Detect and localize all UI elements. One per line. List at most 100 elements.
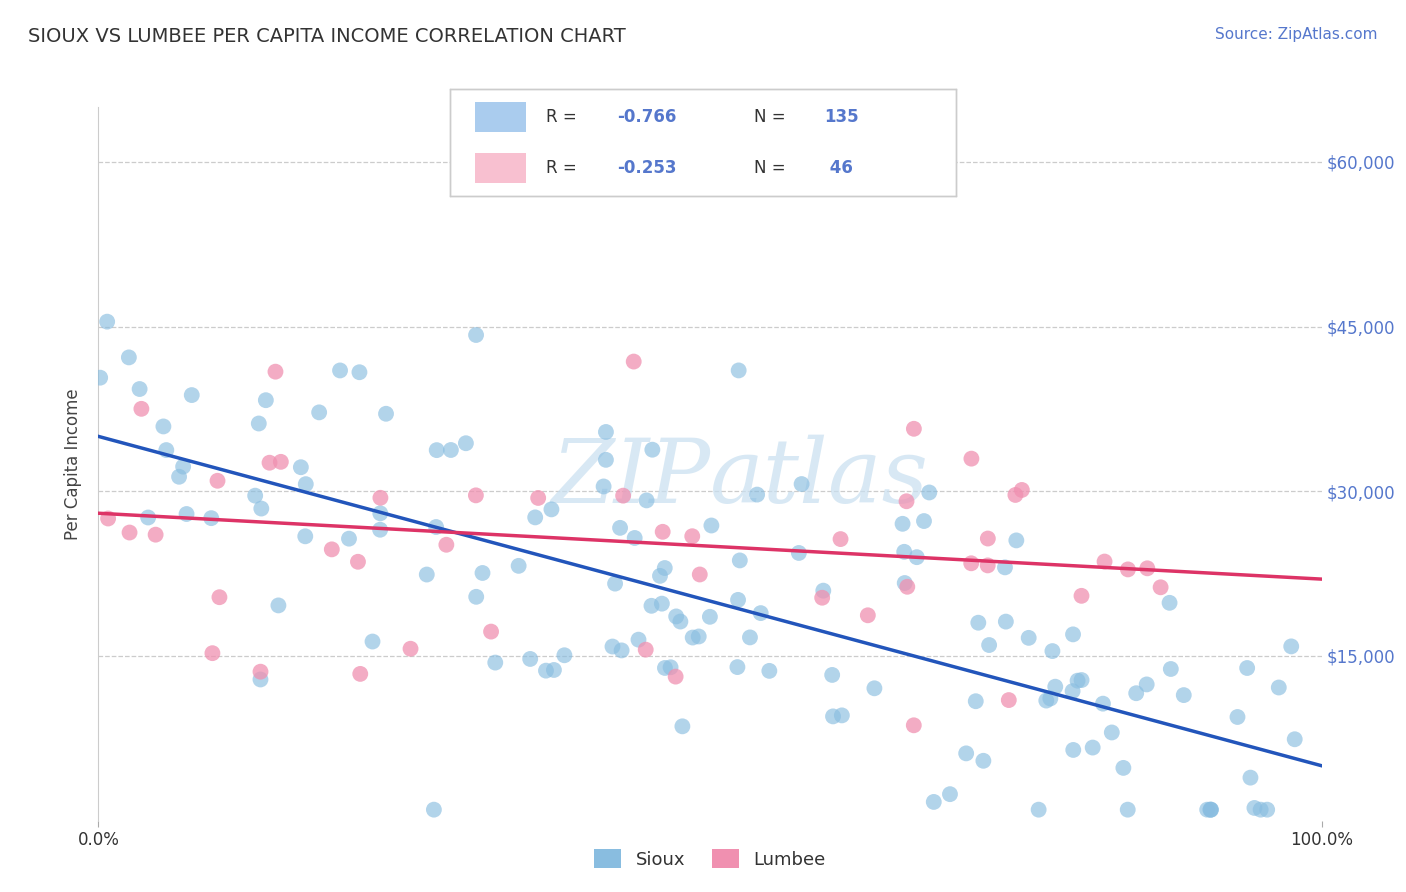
Point — [464, 488, 486, 502]
Point — [426, 443, 449, 458]
Point — [727, 593, 749, 607]
Point — [89, 370, 111, 384]
Text: R =: R = — [546, 160, 582, 178]
Point — [454, 436, 477, 450]
Point — [896, 580, 918, 594]
Text: Source: ZipAtlas.com: Source: ZipAtlas.com — [1215, 27, 1378, 42]
Point — [349, 365, 371, 379]
Point — [208, 591, 231, 605]
Point — [519, 652, 541, 666]
Point — [821, 668, 844, 682]
Point — [370, 491, 392, 505]
Point — [290, 460, 312, 475]
Point — [337, 532, 360, 546]
Point — [484, 656, 506, 670]
Point — [745, 487, 768, 501]
Point — [665, 609, 688, 624]
Point — [602, 640, 624, 654]
Point — [636, 493, 658, 508]
Point — [640, 599, 662, 613]
Point — [821, 709, 844, 723]
Point — [960, 556, 983, 570]
Point — [903, 422, 925, 436]
Point — [955, 747, 977, 761]
Point — [994, 615, 1017, 629]
Point — [1236, 661, 1258, 675]
Point — [727, 363, 749, 377]
Point — [270, 455, 292, 469]
Point — [893, 545, 915, 559]
Point — [131, 401, 153, 416]
Point — [700, 518, 723, 533]
Point — [534, 664, 557, 678]
Point — [922, 795, 945, 809]
Text: 46: 46 — [824, 160, 853, 178]
Point — [831, 708, 853, 723]
Text: SIOUX VS LUMBEE PER CAPITA INCOME CORRELATION CHART: SIOUX VS LUMBEE PER CAPITA INCOME CORREL… — [28, 27, 626, 45]
Point — [627, 632, 650, 647]
Point — [1256, 803, 1278, 817]
Point — [1018, 631, 1040, 645]
Point — [1004, 488, 1026, 502]
Point — [553, 648, 575, 663]
Text: 135: 135 — [824, 108, 859, 126]
Point — [1239, 771, 1261, 785]
Point — [1116, 803, 1139, 817]
Point — [540, 502, 562, 516]
Point — [176, 507, 198, 521]
Point — [648, 569, 671, 583]
Point — [294, 529, 316, 543]
Point — [610, 643, 633, 657]
Point — [1005, 533, 1028, 548]
Point — [434, 538, 457, 552]
Point — [1197, 803, 1219, 817]
Point — [1199, 803, 1222, 817]
Point — [918, 485, 941, 500]
Point — [349, 666, 371, 681]
Point — [623, 531, 645, 545]
Point — [1035, 693, 1057, 707]
Point — [813, 583, 835, 598]
Point — [979, 638, 1001, 652]
Point — [1149, 580, 1171, 594]
Text: ZIP: ZIP — [551, 434, 710, 522]
Point — [524, 510, 547, 524]
Point — [416, 567, 439, 582]
Point — [738, 631, 761, 645]
Point — [659, 660, 682, 674]
Point — [145, 527, 167, 541]
Point — [592, 479, 614, 493]
Point — [699, 609, 721, 624]
Point — [1160, 662, 1182, 676]
Point — [180, 388, 202, 402]
Point — [347, 555, 370, 569]
Point — [1011, 483, 1033, 497]
Point — [254, 393, 277, 408]
Point — [689, 567, 711, 582]
Point — [308, 405, 330, 419]
Point — [603, 576, 626, 591]
Point — [249, 673, 271, 687]
Legend: Sioux, Lumbee: Sioux, Lumbee — [586, 842, 834, 876]
Point — [891, 516, 914, 531]
Point — [155, 443, 177, 458]
Point — [641, 442, 664, 457]
Point — [863, 681, 886, 696]
Point — [893, 576, 915, 591]
Point — [1173, 688, 1195, 702]
Point — [1070, 589, 1092, 603]
Point — [896, 494, 918, 508]
Point — [654, 561, 676, 575]
Point — [728, 553, 751, 567]
Point — [1039, 691, 1062, 706]
Point — [1091, 697, 1114, 711]
Point — [267, 599, 290, 613]
Point — [321, 542, 343, 557]
Point — [527, 491, 550, 505]
Point — [1159, 596, 1181, 610]
Point — [654, 661, 676, 675]
Text: R =: R = — [546, 108, 582, 126]
Point — [939, 787, 962, 801]
Point — [249, 665, 271, 679]
Point — [688, 630, 710, 644]
